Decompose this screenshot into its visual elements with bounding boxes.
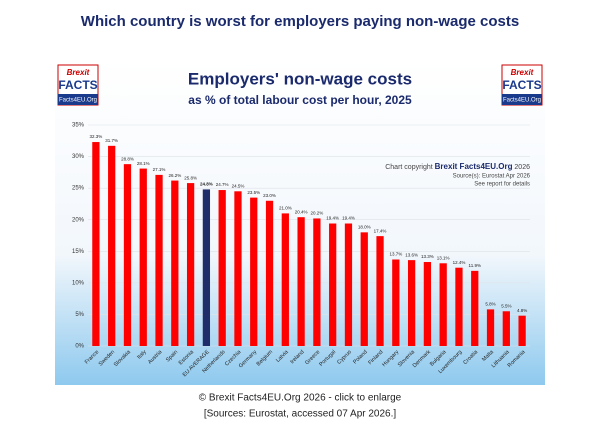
value-label: 19.4% bbox=[342, 216, 355, 221]
value-label: 5.8% bbox=[485, 302, 495, 307]
value-label: 5.5% bbox=[501, 303, 511, 308]
chart-subtitle: as % of total labour cost per hour, 2025 bbox=[188, 93, 412, 107]
value-label: 28.8% bbox=[121, 156, 134, 161]
value-label: 31.7% bbox=[105, 138, 118, 143]
value-label: 4.8% bbox=[517, 308, 527, 313]
logo-text: FACTS bbox=[58, 78, 97, 92]
y-tick-label: 20% bbox=[72, 217, 85, 223]
bar bbox=[344, 223, 353, 346]
copyright-prefix: Chart copyright bbox=[385, 164, 434, 171]
bar bbox=[439, 263, 447, 346]
bar bbox=[92, 142, 100, 346]
value-label: 32.3% bbox=[90, 134, 103, 139]
value-label: 13.6% bbox=[405, 252, 418, 257]
bar bbox=[518, 315, 526, 346]
caption[interactable]: © Brexit Facts4EU.Org 2026 - click to en… bbox=[199, 393, 402, 404]
value-label: 24.7% bbox=[216, 182, 229, 187]
bar bbox=[186, 183, 195, 346]
bar bbox=[171, 180, 179, 346]
bar bbox=[297, 217, 305, 346]
bar bbox=[423, 262, 432, 346]
bar bbox=[502, 311, 510, 346]
logo-text: Facts4EU.Org bbox=[59, 98, 97, 104]
value-label: 24.5% bbox=[232, 183, 245, 188]
bar bbox=[202, 189, 211, 346]
bar bbox=[250, 197, 258, 346]
value-label: 17.4% bbox=[374, 228, 387, 233]
bar bbox=[108, 145, 116, 346]
y-tick-label: 35% bbox=[72, 123, 85, 129]
page-title: Which country is worst for employers pay… bbox=[81, 13, 519, 30]
bar bbox=[360, 232, 368, 346]
bar bbox=[139, 168, 147, 346]
copyright-brand: Brexit Facts4EU.Org bbox=[435, 162, 513, 171]
y-tick-label: 5% bbox=[75, 312, 84, 318]
chart-title: Employers' non-wage costs bbox=[188, 69, 412, 88]
source: Source(s): Eurostat Apr 2026 bbox=[453, 174, 531, 180]
value-label: 24.8% bbox=[200, 182, 213, 187]
value-label: 13.3% bbox=[421, 254, 434, 259]
x-tick-label: Italy bbox=[136, 349, 148, 361]
bar bbox=[486, 309, 495, 346]
value-label: 21.0% bbox=[279, 206, 292, 211]
bar bbox=[123, 164, 132, 346]
value-label: 23.0% bbox=[263, 193, 276, 198]
logo-text: Facts4EU.Org bbox=[503, 98, 541, 104]
bar bbox=[329, 223, 337, 346]
logo-right: Brexit FACTS Facts4EU.Org bbox=[501, 64, 543, 106]
value-label: 12.4% bbox=[453, 260, 466, 265]
y-tick-label: 25% bbox=[72, 186, 85, 192]
bar bbox=[407, 260, 416, 346]
bar bbox=[218, 190, 226, 346]
value-label: 11.9% bbox=[469, 263, 481, 268]
logo-text: Brexit bbox=[67, 68, 90, 77]
value-label: 26.2% bbox=[168, 173, 181, 178]
bar bbox=[455, 267, 463, 346]
logo-text: FACTS bbox=[502, 78, 541, 92]
bar bbox=[281, 213, 289, 346]
bar bbox=[155, 174, 163, 346]
y-tick-label: 15% bbox=[72, 249, 85, 255]
bar bbox=[376, 236, 384, 346]
value-label: 13.1% bbox=[437, 255, 450, 260]
value-label: 25.8% bbox=[184, 175, 197, 180]
bar bbox=[313, 218, 321, 346]
value-label: 13.7% bbox=[389, 252, 402, 257]
logo-left: Brexit FACTS Facts4EU.Org bbox=[57, 64, 99, 106]
value-label: 18.0% bbox=[358, 225, 371, 230]
copyright: Chart copyright Brexit Facts4EU.Org 2026 bbox=[385, 162, 530, 171]
value-label: 28.1% bbox=[137, 161, 150, 166]
value-label: 23.5% bbox=[247, 190, 260, 195]
y-tick-label: 10% bbox=[72, 280, 85, 286]
copyright-suffix: 2026 bbox=[512, 164, 530, 171]
bar bbox=[234, 191, 242, 346]
y-tick-label: 30% bbox=[72, 154, 85, 160]
value-label: 20.2% bbox=[311, 211, 324, 216]
note: See report for details bbox=[474, 182, 530, 188]
logo-text: Brexit bbox=[511, 68, 534, 77]
bar bbox=[265, 200, 274, 346]
bar bbox=[392, 259, 400, 346]
caption: [Sources: Eurostat, accessed 07 Apr 2026… bbox=[204, 409, 397, 420]
value-label: 20.4% bbox=[295, 209, 308, 214]
value-label: 19.4% bbox=[326, 216, 339, 221]
value-label: 27.1% bbox=[153, 167, 166, 172]
bar bbox=[471, 270, 479, 346]
y-tick-label: 0% bbox=[75, 344, 84, 350]
